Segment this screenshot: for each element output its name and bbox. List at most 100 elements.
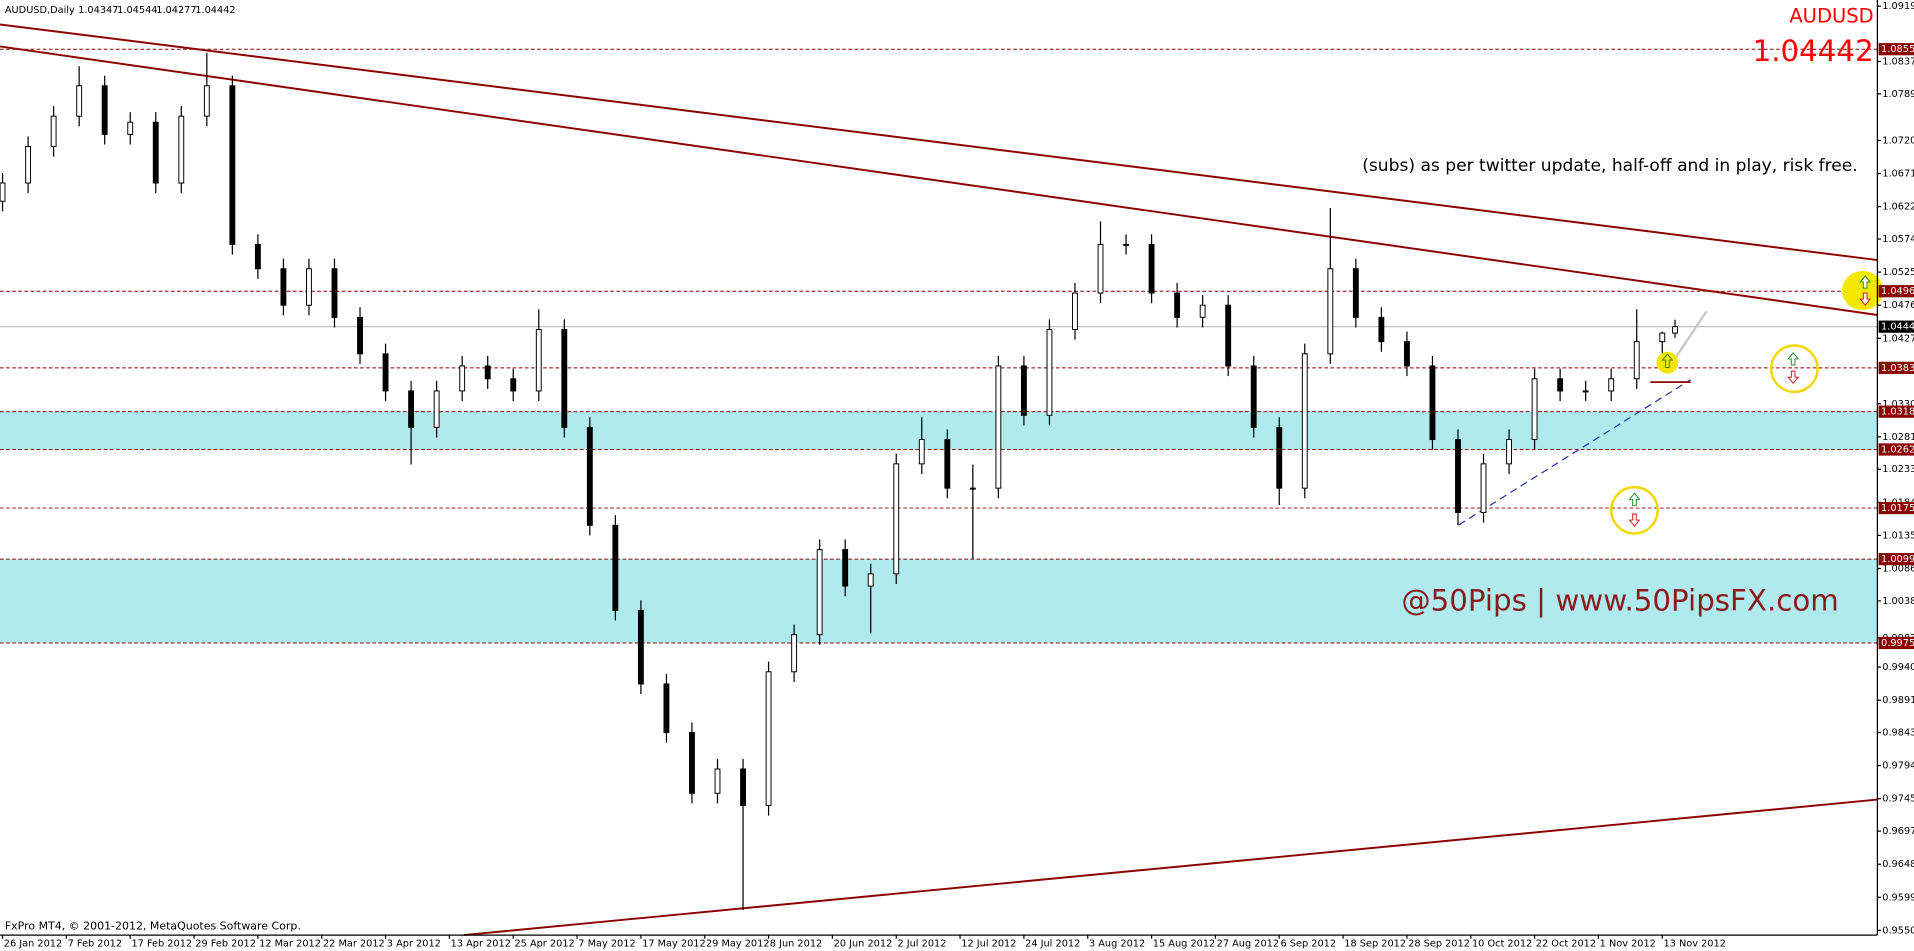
candle-body — [1327, 268, 1334, 355]
x-tick-label: 1 Nov 2012 — [1600, 939, 1656, 950]
candle-body — [1020, 365, 1027, 416]
candle-body — [0, 182, 6, 202]
candle-body — [1582, 390, 1589, 393]
level-box — [1878, 285, 1914, 298]
y-tick-label: 1.07890 — [1882, 89, 1914, 100]
candle-body — [714, 768, 721, 794]
x-tick-label: 8 Jun 2012 — [770, 939, 822, 950]
trendline — [0, 23, 1878, 262]
circle-marker — [1610, 485, 1659, 535]
level-label: 1.00999 — [1881, 554, 1914, 565]
zones-layer — [0, 48, 1878, 644]
x-tick-label: 15 Aug 2012 — [1153, 939, 1215, 950]
x-tick-label: 26 Jan 2012 — [4, 939, 62, 950]
level-label: 1.03832 — [1881, 363, 1914, 374]
y-tick-label: 1.02330 — [1882, 464, 1914, 475]
down-arrow — [1628, 513, 1641, 527]
y-tick-label: 1.04760 — [1882, 300, 1914, 311]
y-tick-label: 1.09190 — [1882, 1, 1914, 12]
candle-body — [178, 115, 185, 184]
candle-body — [1123, 243, 1129, 246]
candle-body — [76, 85, 83, 117]
support-line — [1458, 379, 1691, 526]
icons — [1610, 271, 1884, 535]
trendlines — [0, 23, 1878, 937]
candle-body — [382, 353, 389, 392]
candle-body — [433, 390, 440, 428]
y-tick-label: 1.00860 — [1882, 563, 1914, 574]
level-box — [1878, 43, 1914, 56]
candle-body — [1429, 365, 1436, 441]
x-tick-label: 25 Apr 2012 — [514, 939, 574, 950]
down-arrow — [1859, 292, 1872, 306]
y-tick-label: 1.06220 — [1882, 202, 1914, 213]
candle-body — [408, 390, 415, 428]
y-tick-label: 1.08370 — [1882, 56, 1914, 67]
candle-body — [1352, 268, 1359, 318]
y-tick-label: 1.05250 — [1882, 267, 1914, 278]
x-tick-label: 13 Apr 2012 — [451, 939, 511, 950]
candle-body — [357, 316, 363, 355]
candle-body — [535, 329, 542, 392]
highlight — [1841, 271, 1884, 311]
x-tick-label: 10 Oct 2012 — [1472, 939, 1532, 950]
zone — [0, 411, 1878, 450]
y-tick-label: 1.06710 — [1882, 169, 1914, 180]
zone — [0, 559, 1878, 643]
x-tick-label: 22 Mar 2012 — [323, 939, 385, 950]
candle-body — [969, 487, 976, 490]
candle-body — [816, 549, 823, 636]
candle-body — [740, 768, 746, 806]
y-tick-label: 0.97940 — [1882, 761, 1914, 772]
x-tick-label: 17 Feb 2012 — [131, 939, 192, 950]
header-low: 1.04277 — [156, 5, 196, 16]
y-tick-label: 0.98910 — [1882, 695, 1914, 706]
header-symbol: AUDUSD,Daily — [5, 5, 75, 16]
y-tick-label: 0.98430 — [1882, 728, 1914, 739]
candle-body — [229, 85, 236, 245]
header-close: 1.04442 — [195, 5, 235, 16]
y-tick-label: 0.95990 — [1882, 892, 1914, 903]
header-high: 1.04544 — [117, 5, 157, 16]
circle-marker — [1769, 344, 1819, 394]
candle-body — [689, 732, 695, 794]
level-box — [1878, 405, 1914, 418]
candle-body — [510, 378, 517, 392]
x-tick-label: 3 Apr 2012 — [387, 939, 441, 950]
candle-body — [1633, 341, 1640, 380]
x-tick-label: 12 Jul 2012 — [961, 939, 1016, 950]
candle-body — [637, 609, 644, 685]
up-arrow — [1859, 275, 1872, 289]
y-tick-label: 1.03300 — [1882, 399, 1914, 410]
x-tick-label: 18 Sep 2012 — [1344, 939, 1406, 950]
x-tick-label: 12 Mar 2012 — [259, 939, 321, 950]
candle-body — [893, 463, 900, 575]
candle-body — [1659, 332, 1666, 343]
candle-body — [612, 524, 619, 611]
candle-body — [1301, 353, 1308, 489]
candle-body — [1250, 365, 1257, 428]
candle-body — [1403, 341, 1410, 367]
up-arrow — [1628, 492, 1641, 506]
candle-body — [842, 549, 849, 587]
candle-body — [306, 268, 312, 306]
x-tick-label: 24 Jul 2012 — [1025, 939, 1080, 950]
candle-body — [1174, 292, 1181, 318]
level-label: 1.01755 — [1881, 503, 1914, 514]
y-tick-label: 1.04270 — [1882, 333, 1914, 344]
x-tick-label: 27 Aug 2012 — [1217, 939, 1279, 950]
candle-body — [1608, 378, 1615, 392]
level-label: 1.02623 — [1881, 444, 1914, 455]
y-tick-label: 0.96480 — [1882, 859, 1914, 870]
header-open: 1.04347 — [78, 5, 118, 16]
x-tick-label: 6 Sep 2012 — [1280, 939, 1336, 950]
candle-body — [280, 268, 287, 306]
candle-body — [1672, 326, 1678, 334]
level-box — [1878, 361, 1914, 374]
level-box — [1878, 553, 1914, 566]
x-tick-label: 20 Jun 2012 — [834, 939, 893, 950]
candle-body — [1225, 304, 1232, 367]
annotation: (subs) as per twitter update, half-off a… — [1362, 156, 1857, 176]
x-tick-label: 22 Oct 2012 — [1536, 939, 1596, 950]
